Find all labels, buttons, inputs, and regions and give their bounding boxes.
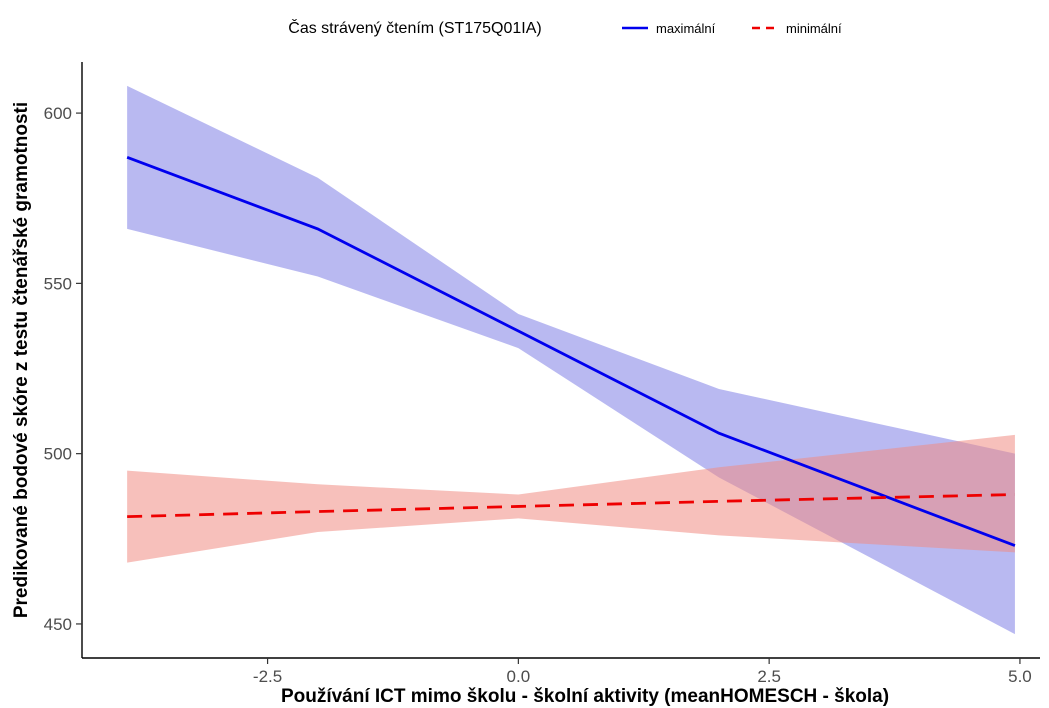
x-tick-label: 0.0 — [507, 667, 531, 686]
legend-label-maximalni: maximální — [656, 21, 716, 36]
x-ticks: -2.5 0.0 2.5 5.0 — [253, 658, 1032, 686]
y-axis-title: Predikované bodové skóre z testu čtenářs… — [11, 102, 32, 618]
axes: -2.5 0.0 2.5 5.0 450 500 550 600 — [44, 62, 1040, 686]
x-tick-label: -2.5 — [253, 667, 282, 686]
y-tick-label: 450 — [44, 615, 72, 634]
y-ticks: 450 500 550 600 — [44, 104, 82, 634]
series-line-1 — [127, 493, 1015, 519]
legend: Čas strávený čtením (ST175Q01IA) maximál… — [288, 18, 842, 37]
series-lines — [126, 156, 1016, 547]
legend-label-minimalni: minimální — [786, 21, 842, 36]
ribbon-0 — [127, 85, 1015, 635]
legend-title: Čas strávený čtením (ST175Q01IA) — [288, 18, 541, 37]
y-tick-label: 500 — [44, 445, 72, 464]
y-tick-label: 550 — [44, 274, 72, 293]
ribbon-1 — [127, 434, 1015, 563]
series-line-0 — [126, 156, 1016, 547]
confidence-ribbons — [127, 85, 1015, 635]
y-tick-label: 600 — [44, 104, 72, 123]
x-axis-title: Používání ICT mimo školu - školní aktivi… — [281, 686, 889, 707]
x-tick-label: 2.5 — [757, 667, 781, 686]
x-tick-label: 5.0 — [1008, 667, 1032, 686]
